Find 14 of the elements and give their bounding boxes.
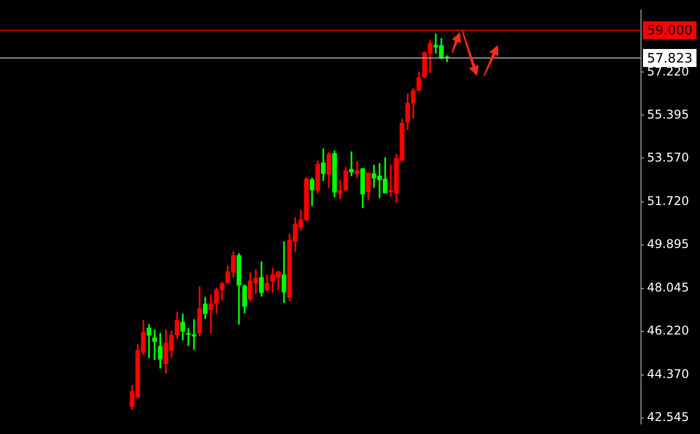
ref-line-label: 57.823 (647, 51, 692, 66)
y-tick-label: 53.570 (647, 150, 689, 164)
y-tick-label: 49.895 (647, 236, 689, 251)
y-tick-label: 57.220 (647, 64, 689, 78)
y-tick-label: 42.545 (647, 410, 689, 424)
y-tick-label: 44.370 (647, 367, 689, 382)
candlestick (354, 160, 360, 178)
y-tick-label: 48.045 (647, 280, 689, 295)
ref-line-label: 59.000 (647, 24, 692, 39)
y-tick-label: 51.720 (647, 194, 689, 208)
candlestick (349, 152, 354, 176)
y-tick-label: 46.220 (647, 324, 689, 338)
candlestick (146, 324, 152, 358)
y-tick-label: 55.395 (647, 107, 689, 122)
